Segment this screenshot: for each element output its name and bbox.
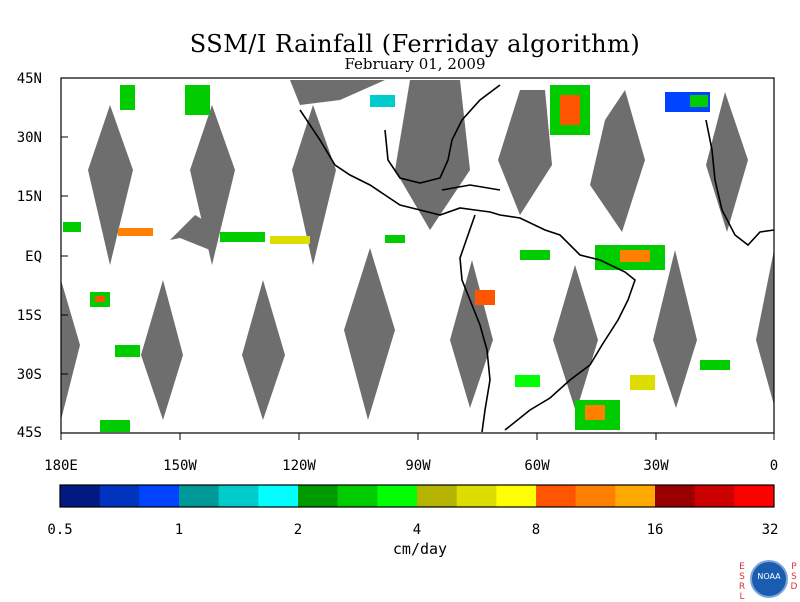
colorbar-swatch <box>99 485 140 507</box>
rain-patch <box>560 95 580 125</box>
rain-patch <box>515 375 540 387</box>
noaa-emblem: NOAA <box>750 560 788 598</box>
colorbar-swatch <box>218 485 259 507</box>
rain-patch <box>370 95 395 107</box>
swath-gap <box>706 92 748 232</box>
colorbar-tick-label: 8 <box>531 522 541 538</box>
lon-label-90w: 90W <box>405 458 431 474</box>
colorbar-swatch <box>615 485 656 507</box>
swath-gap <box>190 105 235 265</box>
coastline-americas-east <box>299 109 636 431</box>
lat-label-45s: 45S <box>16 425 42 441</box>
colorbar-tick-label: 16 <box>646 522 664 538</box>
rain-patch <box>120 85 135 110</box>
colorbar-swatch <box>456 485 497 507</box>
colorbar-swatch <box>60 485 101 507</box>
colorbar-swatch <box>536 485 577 507</box>
colorbar <box>60 485 775 507</box>
rain-patch <box>185 85 210 115</box>
lon-label-60w: 60W <box>524 458 550 474</box>
rain-patch <box>520 250 550 260</box>
swath-gap <box>395 80 470 230</box>
colorbar-swatch <box>417 485 458 507</box>
swath-gap <box>242 280 285 420</box>
swath-gap <box>292 105 336 265</box>
lat-label-45n: 45N <box>16 71 42 87</box>
colorbar-swatch <box>139 485 180 507</box>
map-title: SSM/I Rainfall (Ferriday algorithm) <box>189 30 641 58</box>
rain-patch <box>700 360 730 370</box>
swath-gap <box>653 250 697 408</box>
lon-label-180e: 180E <box>44 458 78 474</box>
lat-label-eq: EQ <box>25 249 42 265</box>
no-data-swath-gaps <box>61 80 774 420</box>
lon-label-0: 0 <box>769 458 779 474</box>
swath-gap <box>450 260 493 408</box>
colorbar-swatch <box>734 485 775 507</box>
colorbar-swatch <box>575 485 616 507</box>
swath-gap <box>756 250 774 405</box>
rain-patch <box>385 235 405 243</box>
swath-gap <box>553 265 598 412</box>
lat-label-15s: 15S <box>16 308 42 324</box>
colorbar-tick-label: 1 <box>174 522 184 538</box>
rain-patch <box>630 375 655 390</box>
rain-patch <box>585 405 605 420</box>
colorbar-swatch <box>496 485 537 507</box>
lat-label-15n: 15N <box>16 189 42 205</box>
lat-label-30s: 30S <box>16 367 42 383</box>
rain-patch <box>270 236 310 244</box>
colorbar-swatch <box>377 485 418 507</box>
lon-label-150w: 150W <box>163 458 197 474</box>
swath-gap <box>344 248 395 420</box>
swath-gap <box>88 105 133 265</box>
lon-label-120w: 120W <box>282 458 316 474</box>
colorbar-tick-label: 4 <box>412 522 422 538</box>
noaa-emblem-text: NOAA <box>757 572 781 581</box>
rain-patch <box>620 250 650 262</box>
swath-gap <box>590 90 645 232</box>
axis-ticks <box>60 77 775 440</box>
rain-patch <box>690 95 708 107</box>
colorbar-swatch <box>179 485 220 507</box>
rain-patch <box>95 296 105 302</box>
coastlines <box>299 84 774 433</box>
rain-patch <box>220 232 265 242</box>
lon-label-30w: 30W <box>643 458 669 474</box>
swath-gap <box>498 90 552 215</box>
rain-patch <box>115 345 140 357</box>
colorbar-frame <box>59 484 775 508</box>
coastline-gulf <box>384 84 501 184</box>
colorbar-tick-label: 32 <box>761 522 779 538</box>
swath-gap <box>170 215 212 250</box>
rain-patch <box>475 290 495 305</box>
coastline-americas-west <box>459 214 491 433</box>
lat-label-30n: 30N <box>16 130 42 146</box>
rain-patch <box>100 420 130 432</box>
map-panel <box>61 78 774 433</box>
swath-gap <box>290 80 385 105</box>
colorbar-tick-label: 2 <box>293 522 303 538</box>
coastline-caribbean <box>441 184 501 191</box>
rainfall-patches <box>63 85 730 432</box>
swath-gap <box>141 280 183 420</box>
map-date: February 01, 2009 <box>344 55 486 73</box>
coastline-africa <box>705 119 774 247</box>
rain-patch <box>118 228 153 236</box>
colorbar-swatch <box>655 485 696 507</box>
colorbar-swatch <box>258 485 299 507</box>
colorbar-swatch <box>694 485 735 507</box>
colorbar-swatch <box>337 485 378 507</box>
colorbar-unit-label: cm/day <box>392 540 448 558</box>
colorbar-swatch <box>298 485 339 507</box>
rain-patch <box>63 222 81 232</box>
colorbar-tick-label: 0.5 <box>47 522 73 538</box>
